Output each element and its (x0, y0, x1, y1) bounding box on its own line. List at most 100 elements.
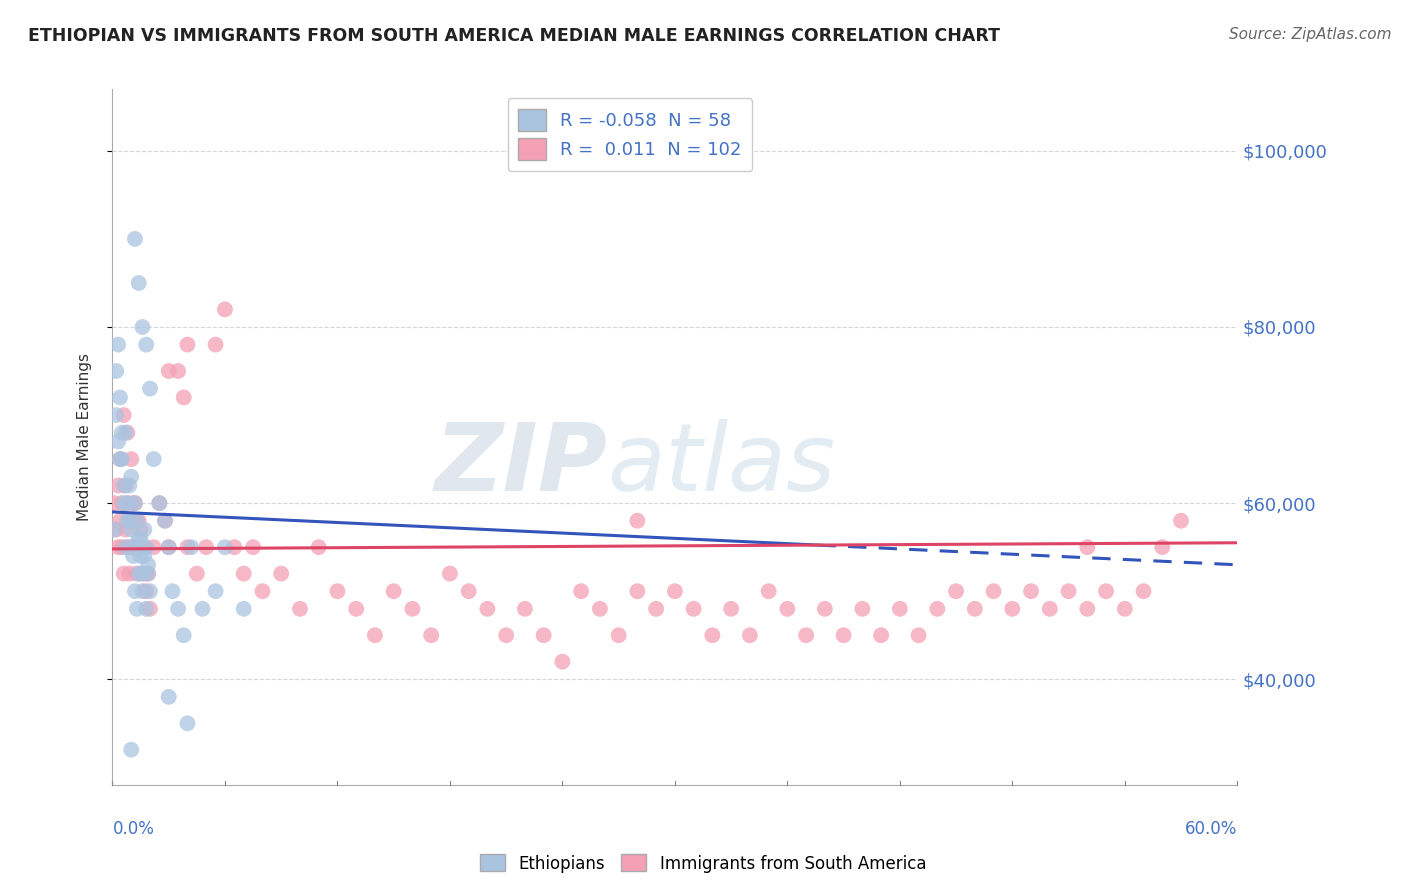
Point (1019, 584, 1042, 599)
Point (1114, 602, 1136, 616)
Point (117, 496, 139, 510)
Point (135, 337, 157, 351)
Point (108, 452, 131, 467)
Point (176, 540, 198, 554)
Point (124, 232, 146, 246)
Point (153, 514, 176, 528)
Point (176, 337, 198, 351)
Point (533, 628, 555, 642)
Point (157, 690, 180, 704)
Point (120, 743, 142, 757)
Point (1132, 584, 1154, 599)
Point (111, 540, 134, 554)
Point (738, 628, 761, 642)
Point (832, 628, 855, 642)
Point (382, 584, 405, 599)
Point (117, 540, 139, 554)
Point (124, 584, 146, 599)
Point (157, 364, 180, 378)
Point (134, 523, 156, 537)
Point (134, 549, 156, 563)
Point (117, 496, 139, 510)
Point (1057, 584, 1080, 599)
Point (118, 478, 141, 492)
Point (117, 514, 139, 528)
Point (136, 566, 159, 581)
Point (645, 602, 668, 616)
Point (128, 566, 150, 581)
Point (1039, 602, 1062, 616)
Point (495, 628, 517, 642)
Point (983, 584, 1005, 599)
Text: Source: ZipAtlas.com: Source: ZipAtlas.com (1229, 27, 1392, 42)
Point (103, 523, 125, 537)
Point (114, 478, 136, 492)
Point (180, 540, 202, 554)
Text: atlas: atlas (607, 419, 835, 510)
Point (108, 452, 131, 467)
Point (589, 602, 612, 616)
Point (1001, 602, 1024, 616)
Point (135, 584, 157, 599)
Point (105, 364, 128, 378)
Point (135, 540, 157, 554)
Point (128, 532, 150, 546)
Point (477, 602, 499, 616)
Point (136, 566, 159, 581)
Point (117, 425, 139, 440)
Point (720, 602, 742, 616)
Point (120, 452, 142, 467)
Point (167, 602, 190, 616)
Point (118, 514, 141, 528)
Point (105, 523, 128, 537)
Point (128, 514, 150, 528)
Point (252, 584, 274, 599)
Point (626, 514, 648, 528)
Point (927, 602, 949, 616)
Text: 0.0%: 0.0% (112, 820, 155, 838)
Point (135, 566, 157, 581)
Point (364, 628, 387, 642)
Point (125, 566, 148, 581)
Point (195, 540, 218, 554)
Point (173, 628, 195, 642)
Point (191, 602, 214, 616)
Point (308, 540, 330, 554)
Point (1076, 540, 1098, 554)
Text: ZIP: ZIP (434, 419, 607, 511)
Point (131, 566, 153, 581)
Point (851, 602, 873, 616)
Point (186, 566, 208, 581)
Point (129, 523, 152, 537)
Point (569, 584, 592, 599)
Point (135, 602, 157, 616)
Point (157, 540, 180, 554)
Point (107, 540, 129, 554)
Point (128, 276, 150, 290)
Point (157, 540, 180, 554)
Point (148, 496, 170, 510)
Point (107, 337, 129, 351)
Point (114, 523, 136, 537)
Point (176, 716, 198, 731)
Point (232, 602, 254, 616)
Point (270, 566, 292, 581)
Point (114, 425, 136, 440)
Point (111, 452, 134, 467)
Point (125, 514, 148, 528)
Point (551, 655, 574, 669)
Point (103, 496, 125, 510)
Point (457, 584, 479, 599)
Point (131, 540, 153, 554)
Point (122, 496, 145, 510)
Point (1152, 540, 1174, 554)
Point (112, 478, 135, 492)
Point (214, 540, 236, 554)
Point (131, 584, 153, 599)
Legend: Ethiopians, Immigrants from South America: Ethiopians, Immigrants from South Americ… (472, 847, 934, 880)
Point (1170, 514, 1192, 528)
Point (122, 540, 145, 554)
Point (204, 584, 226, 599)
Y-axis label: Median Male Earnings: Median Male Earnings (77, 353, 91, 521)
Point (344, 602, 367, 616)
